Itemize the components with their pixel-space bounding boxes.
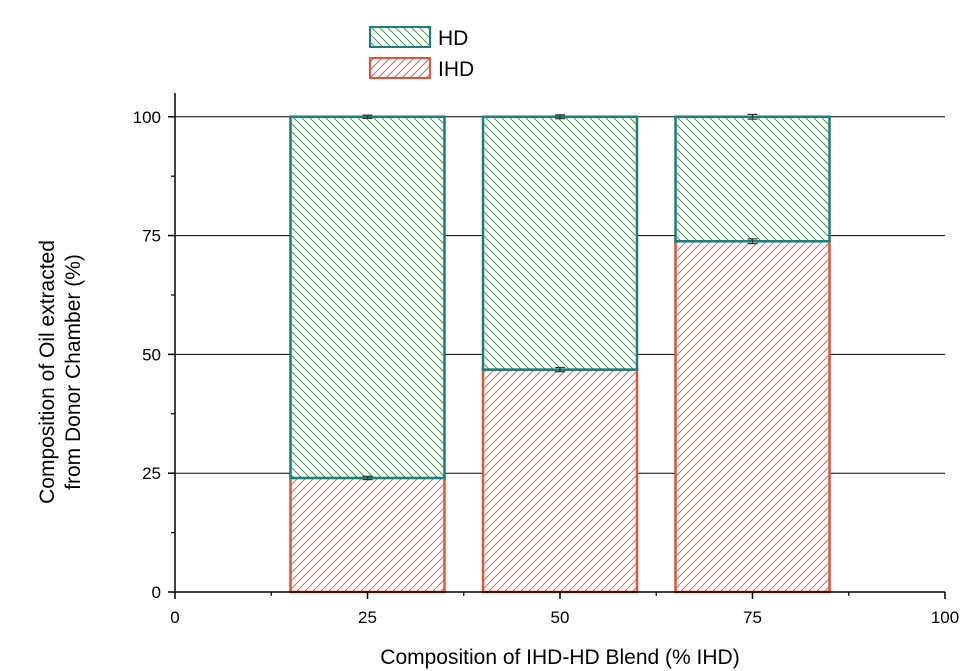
bar-ihd-50 — [481, 368, 639, 594]
bar-hd-50 — [481, 115, 639, 371]
x-axis-title: Composition of IHD-HD Blend (% IHD) — [380, 646, 739, 669]
y-tick-label-100: 100 — [133, 108, 161, 127]
y-axis-title-line-1: Composition of Oil extracted — [36, 240, 59, 504]
y-tick-label-75: 75 — [142, 227, 161, 246]
bar-hd-25 — [289, 115, 446, 480]
error-bar-ihd-50 — [555, 366, 565, 373]
error-bars — [362, 113, 758, 481]
x-tick-label-25: 25 — [358, 608, 377, 627]
bar-ihd-25 — [289, 476, 446, 594]
legend: HD IHD — [369, 26, 474, 81]
y-tick-label-50: 50 — [142, 345, 161, 364]
legend-label-hd: HD — [438, 27, 468, 50]
bars — [289, 115, 831, 594]
error-bar-hd-50 — [555, 114, 565, 120]
y-axis-title-line-2-text: from Donor Chamber (%) — [62, 254, 85, 490]
error-bar-hd-25 — [362, 114, 373, 120]
error-bar-ihd-75 — [747, 238, 758, 245]
x-tick-label-0: 0 — [170, 608, 179, 627]
legend-swatch-ihd — [369, 57, 431, 79]
y-tick-label-25: 25 — [142, 464, 161, 483]
x-tick-label-75: 75 — [743, 608, 762, 627]
y-axis-title: Composition of Oil extracted — [36, 240, 59, 504]
error-bar-hd-75 — [747, 113, 758, 120]
x-tick-label-100: 100 — [931, 608, 959, 627]
axes — [168, 93, 946, 599]
y-axis-title-line-2: from Donor Chamber (%) — [62, 254, 85, 490]
y-tick-label-0: 0 — [152, 583, 161, 602]
x-tick-label-50: 50 — [551, 608, 570, 627]
bar-hd-75 — [674, 115, 831, 243]
tick-labels: 0 25 50 75 100 0 25 50 75 100 — [133, 108, 960, 627]
legend-swatch-hd — [369, 26, 431, 48]
bar-ihd-75 — [674, 240, 831, 594]
legend-label-ihd: IHD — [438, 58, 474, 81]
error-bar-ihd-25 — [362, 475, 373, 481]
